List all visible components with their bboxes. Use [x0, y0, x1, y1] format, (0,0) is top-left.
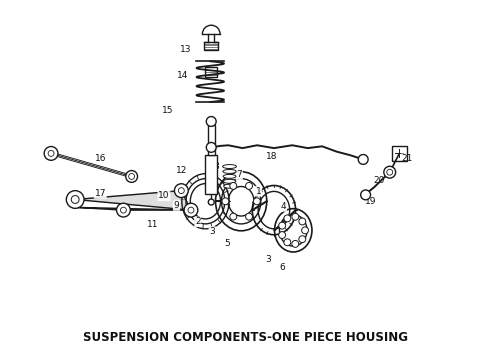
Circle shape [299, 218, 306, 225]
Ellipse shape [222, 165, 237, 168]
Polygon shape [75, 191, 191, 210]
Circle shape [292, 240, 299, 247]
Circle shape [361, 190, 370, 200]
Text: 10: 10 [158, 192, 170, 201]
Circle shape [253, 198, 260, 205]
Circle shape [384, 166, 395, 178]
Circle shape [358, 154, 368, 165]
Text: 19: 19 [365, 197, 376, 206]
Circle shape [206, 117, 216, 126]
Text: 14: 14 [176, 71, 188, 80]
Circle shape [174, 184, 188, 198]
Bar [392, 145, 407, 161]
Bar [205, 155, 217, 194]
Circle shape [292, 213, 299, 220]
Circle shape [279, 231, 286, 238]
Circle shape [184, 203, 198, 217]
Circle shape [126, 171, 138, 183]
Text: 15: 15 [162, 107, 173, 116]
Ellipse shape [223, 170, 236, 174]
Bar [208, 125, 215, 155]
Circle shape [230, 213, 237, 220]
Text: 7: 7 [236, 170, 242, 179]
Ellipse shape [223, 184, 236, 188]
Circle shape [44, 147, 58, 160]
Circle shape [245, 213, 252, 220]
Circle shape [302, 227, 309, 234]
Circle shape [117, 203, 130, 217]
Circle shape [66, 191, 84, 208]
Text: 21: 21 [401, 154, 413, 163]
Ellipse shape [223, 174, 236, 178]
Text: 18: 18 [266, 153, 277, 162]
Text: 3: 3 [265, 255, 271, 264]
Text: 4: 4 [281, 202, 287, 211]
Text: 12: 12 [175, 166, 187, 175]
Text: 17: 17 [95, 189, 106, 198]
Circle shape [279, 222, 286, 229]
Text: 3: 3 [209, 227, 215, 236]
Text: SUSPENSION COMPONENTS-ONE PIECE HOUSING: SUSPENSION COMPONENTS-ONE PIECE HOUSING [82, 331, 408, 344]
Circle shape [284, 215, 291, 222]
Text: 1: 1 [256, 187, 261, 196]
Text: 2: 2 [195, 217, 200, 226]
Circle shape [222, 198, 229, 205]
Ellipse shape [223, 179, 236, 183]
Text: 6: 6 [280, 264, 286, 273]
Circle shape [208, 199, 214, 205]
Polygon shape [75, 207, 191, 210]
Circle shape [206, 143, 216, 152]
Bar [204, 42, 218, 50]
Circle shape [245, 183, 252, 189]
Text: 9: 9 [173, 201, 179, 210]
Circle shape [284, 239, 291, 246]
Text: 5: 5 [224, 239, 229, 248]
Text: 11: 11 [147, 220, 158, 229]
Text: 13: 13 [180, 45, 192, 54]
Text: 20: 20 [373, 176, 385, 185]
Circle shape [299, 236, 306, 243]
Bar [205, 67, 217, 77]
Text: 8: 8 [213, 162, 219, 171]
Text: 16: 16 [95, 153, 106, 162]
Circle shape [230, 183, 237, 189]
